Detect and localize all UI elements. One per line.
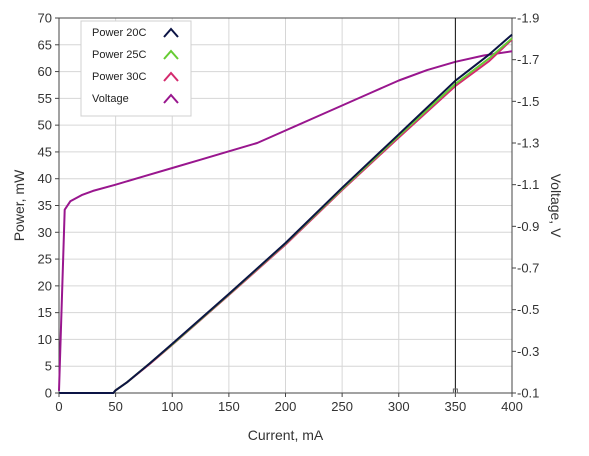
y-tick-label: 0 <box>45 386 52 401</box>
x-tick-label: 200 <box>275 399 297 414</box>
x-axis-label: Current, mA <box>248 427 324 443</box>
x-tick-label: 0 <box>55 399 62 414</box>
x-tick-label: 150 <box>218 399 240 414</box>
y2-tick-label: -0.7 <box>517 261 539 276</box>
legend-swatch <box>163 93 179 104</box>
y-tick-label: 70 <box>38 11 52 26</box>
y2-tick-label: -0.5 <box>517 302 539 317</box>
y2-tick-label: -1.7 <box>517 52 539 67</box>
y-tick-label: 5 <box>45 359 52 374</box>
y-tick-label: 60 <box>38 64 52 79</box>
grid-lines <box>58 17 513 394</box>
x-tick-label: 50 <box>108 399 122 414</box>
y-tick-label: 50 <box>38 118 52 133</box>
y-tick-label: 40 <box>38 171 52 186</box>
series-line-voltage <box>58 50 513 391</box>
legend-swatch <box>163 49 179 60</box>
y-tick-label: 25 <box>38 252 52 267</box>
y-tick-label: 20 <box>38 278 52 293</box>
x-tick-label: 100 <box>161 399 183 414</box>
x-tick-label: 300 <box>388 399 410 414</box>
legend[interactable]: Power 20C Power 25C Power 30C Voltage <box>80 20 192 117</box>
y2-tick-label: -0.9 <box>517 219 539 234</box>
y-tick-label: 30 <box>38 225 52 240</box>
legend-swatch <box>163 27 179 38</box>
legend-label: Power 20C <box>92 27 146 39</box>
y2-tick-label: -1.5 <box>517 94 539 109</box>
legend-label: Power 30C <box>92 71 146 83</box>
x-axis-ticks: 0 50 100 150 200 250 300 350 400 <box>55 393 523 414</box>
y2-tick-label: -0.1 <box>517 386 539 401</box>
legend-swatch <box>163 71 179 82</box>
legend-box <box>80 20 192 117</box>
legend-label: Voltage <box>92 93 129 105</box>
y-tick-label: 45 <box>38 144 52 159</box>
legend-label: Power 25C <box>92 49 146 61</box>
x-tick-label: 250 <box>331 399 353 414</box>
y-axis-ticks: 0 5 10 15 20 25 30 35 40 45 50 55 60 65 70 <box>38 11 59 401</box>
y2-tick-label: -1.3 <box>517 136 539 151</box>
y-tick-label: 55 <box>38 91 52 106</box>
x-tick-label: 350 <box>445 399 467 414</box>
y-tick-label: 65 <box>38 37 52 52</box>
y2-tick-label: -1.9 <box>517 11 539 26</box>
y2-tick-label: -0.3 <box>517 344 539 359</box>
x-tick-label: 400 <box>501 399 523 414</box>
y2-tick-label: -1.1 <box>517 177 539 192</box>
y-tick-label: 35 <box>38 198 52 213</box>
y-axis-label: Power, mW <box>11 169 27 241</box>
y-tick-label: 10 <box>38 332 52 347</box>
y2-axis-ticks: -0.1 -0.3 -0.5 -0.7 -0.9 -1.1 -1.3 -1.5 -1.7 -1.9 <box>512 11 539 401</box>
cursor-handle[interactable] <box>452 388 458 394</box>
y-tick-label: 15 <box>38 305 52 320</box>
y2-axis-label: Voltage, V <box>548 174 564 238</box>
